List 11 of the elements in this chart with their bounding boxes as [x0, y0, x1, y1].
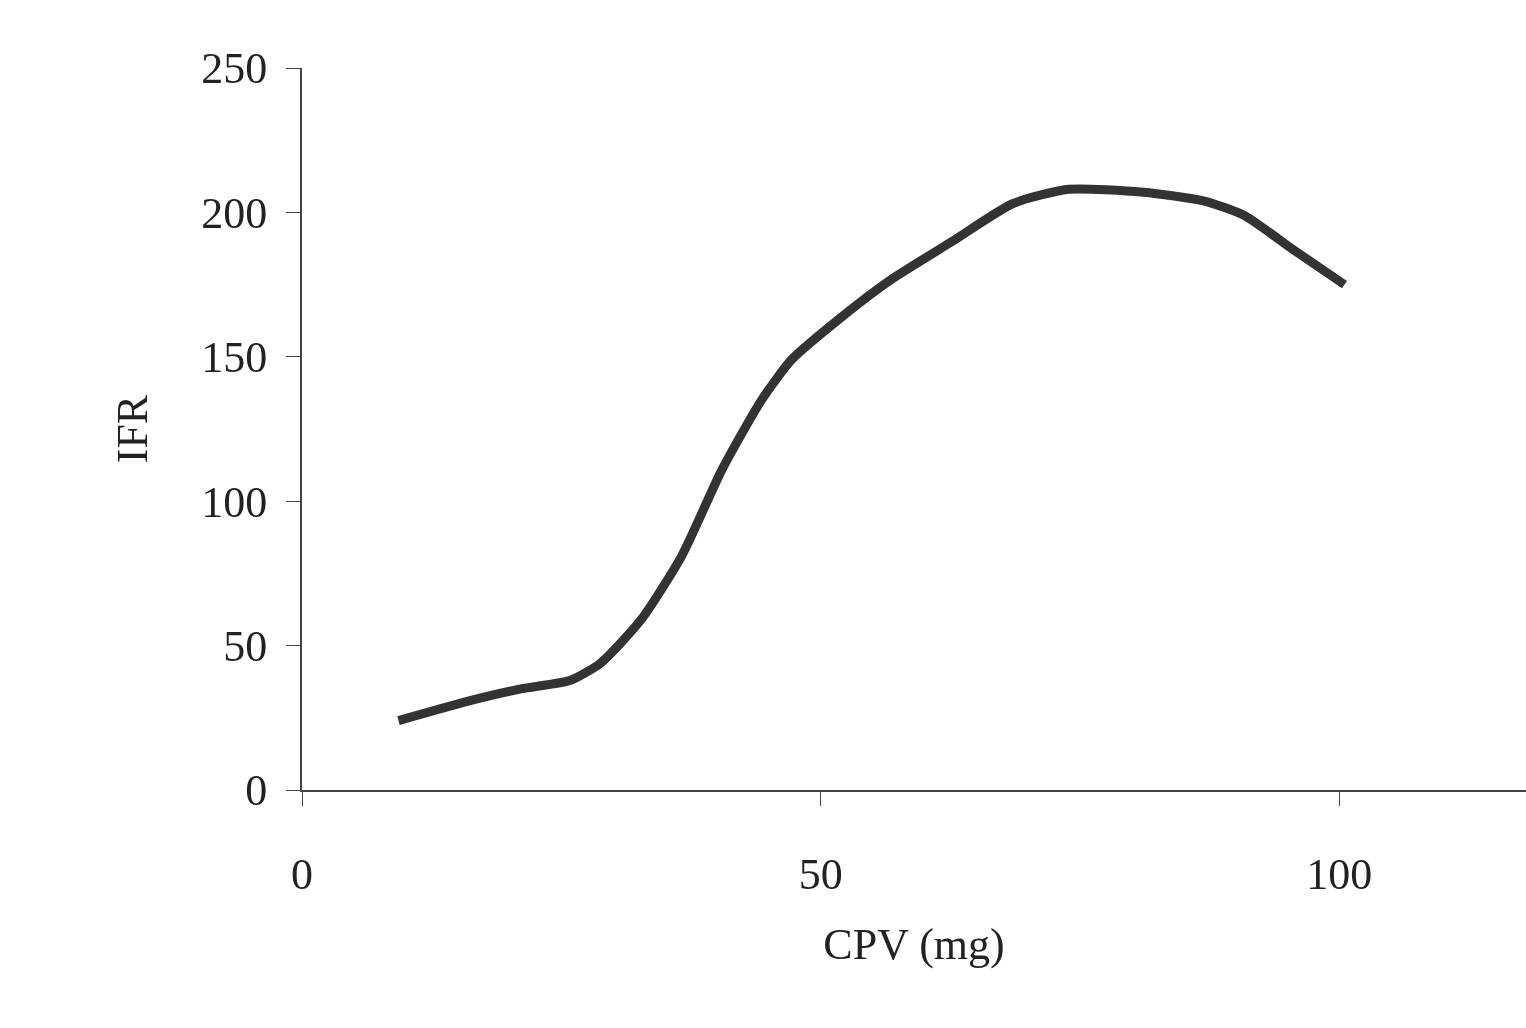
y-tick-label: 0 [245, 766, 268, 816]
y-axis-title: IFR [107, 394, 157, 464]
y-tick-label: 150 [201, 333, 268, 383]
y-tick-label: 50 [223, 622, 268, 671]
x-tick-label: 50 [798, 849, 843, 899]
x-tick-label: 0 [291, 849, 313, 899]
x-tick-label: 100 [1306, 849, 1373, 899]
y-tick-label: 100 [201, 477, 268, 527]
y-tick-label: 250 [201, 44, 268, 94]
x-axis-title: CPV (mg) [823, 919, 1005, 969]
y-tick-label: 200 [201, 188, 268, 238]
